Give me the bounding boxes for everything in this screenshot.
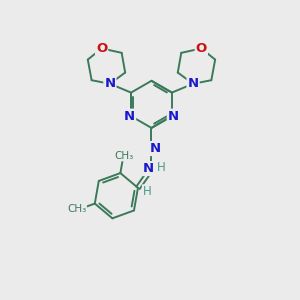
Text: N: N — [188, 77, 199, 90]
Text: CH₃: CH₃ — [114, 151, 134, 161]
Text: CH₃: CH₃ — [67, 204, 86, 214]
Text: N: N — [168, 110, 179, 123]
Text: N: N — [142, 162, 154, 175]
Text: N: N — [149, 142, 161, 155]
Text: O: O — [196, 42, 207, 55]
Text: N: N — [104, 77, 116, 90]
Text: H: H — [157, 160, 165, 174]
Text: H: H — [142, 185, 151, 198]
Text: N: N — [124, 110, 135, 123]
Text: O: O — [96, 42, 107, 55]
